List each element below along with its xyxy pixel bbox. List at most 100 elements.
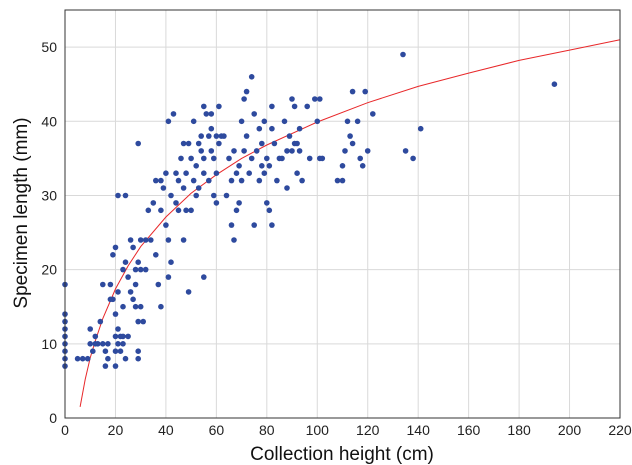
data-point [291,103,298,110]
x-tick-label: 220 [608,422,632,438]
data-point [112,333,119,340]
data-point [115,192,121,199]
data-point [241,96,247,102]
data-point [342,148,348,154]
data-point [158,207,164,214]
data-point [208,148,215,154]
data-point [213,170,220,176]
y-tick-labels: 0 10 20 30 40 50 [41,39,57,426]
x-axis-title: Collection height (cm) [250,444,434,465]
data-point [132,266,139,273]
data-point [294,140,300,147]
data-point [183,170,189,176]
data-point [102,348,109,355]
data-point [400,51,406,58]
x-tick-label: 160 [457,422,481,438]
data-point [142,266,149,273]
data-point [279,155,285,162]
data-point [107,281,114,288]
data-point [201,155,207,162]
data-point [117,348,124,355]
data-point [314,118,321,125]
data-point [251,222,257,228]
data-point [312,96,318,102]
data-point [170,111,177,117]
data-point [294,170,300,176]
data-point [221,133,227,139]
data-point [132,303,139,310]
data-point [105,355,111,362]
data-point [97,318,104,325]
data-point [299,177,305,184]
data-point [236,163,242,169]
data-point [180,237,187,243]
data-point [105,341,111,347]
data-point [241,148,247,154]
data-point [112,244,119,251]
data-point [370,111,376,117]
data-point [256,177,263,184]
data-point [112,363,119,369]
data-point [120,266,126,273]
data-point [193,163,199,169]
y-tick-label: 10 [41,336,57,352]
data-point [178,155,184,162]
data-point [228,177,235,184]
data-point [417,125,424,132]
data-point [261,118,268,125]
data-point [362,88,369,95]
data-point [211,155,217,162]
data-point [233,170,240,176]
fit-curve [79,39,621,407]
data-points [62,51,558,369]
data-point [203,111,210,117]
data-point [243,133,250,139]
data-point [135,348,141,355]
data-point [145,207,152,214]
data-point [153,252,159,258]
data-point [213,200,220,206]
data-point [195,185,202,191]
data-point [259,140,265,147]
data-point [135,318,141,325]
data-point [266,163,273,169]
data-point [183,207,189,214]
data-point [87,341,93,347]
data-point [135,355,141,362]
data-point [206,177,212,184]
data-point [264,200,270,206]
y-tick-label: 0 [49,410,57,426]
data-point [92,333,99,340]
data-point [120,333,126,340]
x-tick-label: 40 [158,422,174,438]
data-point [339,163,346,169]
data-point [150,200,157,206]
data-point [208,125,215,132]
data-point [158,177,164,184]
data-point [112,311,119,317]
x-tick-label: 80 [259,422,275,438]
data-point [334,177,341,184]
data-point [142,237,149,243]
data-point [90,348,96,355]
data-point [238,118,245,125]
data-point [248,74,255,80]
data-point [190,118,197,125]
data-point [551,81,558,87]
data-point [216,103,222,110]
data-point [110,252,116,258]
data-point [168,259,174,266]
data-point [84,355,91,362]
data-point [165,237,172,243]
x-tick-label: 100 [306,422,330,438]
data-point [304,103,311,110]
fit-curve-layer [79,39,621,407]
data-point [95,341,101,347]
data-point [359,163,366,169]
data-point [410,155,416,162]
data-point [243,88,250,95]
y-tick-label: 40 [41,113,57,129]
data-point [208,111,215,117]
data-point [122,355,129,362]
